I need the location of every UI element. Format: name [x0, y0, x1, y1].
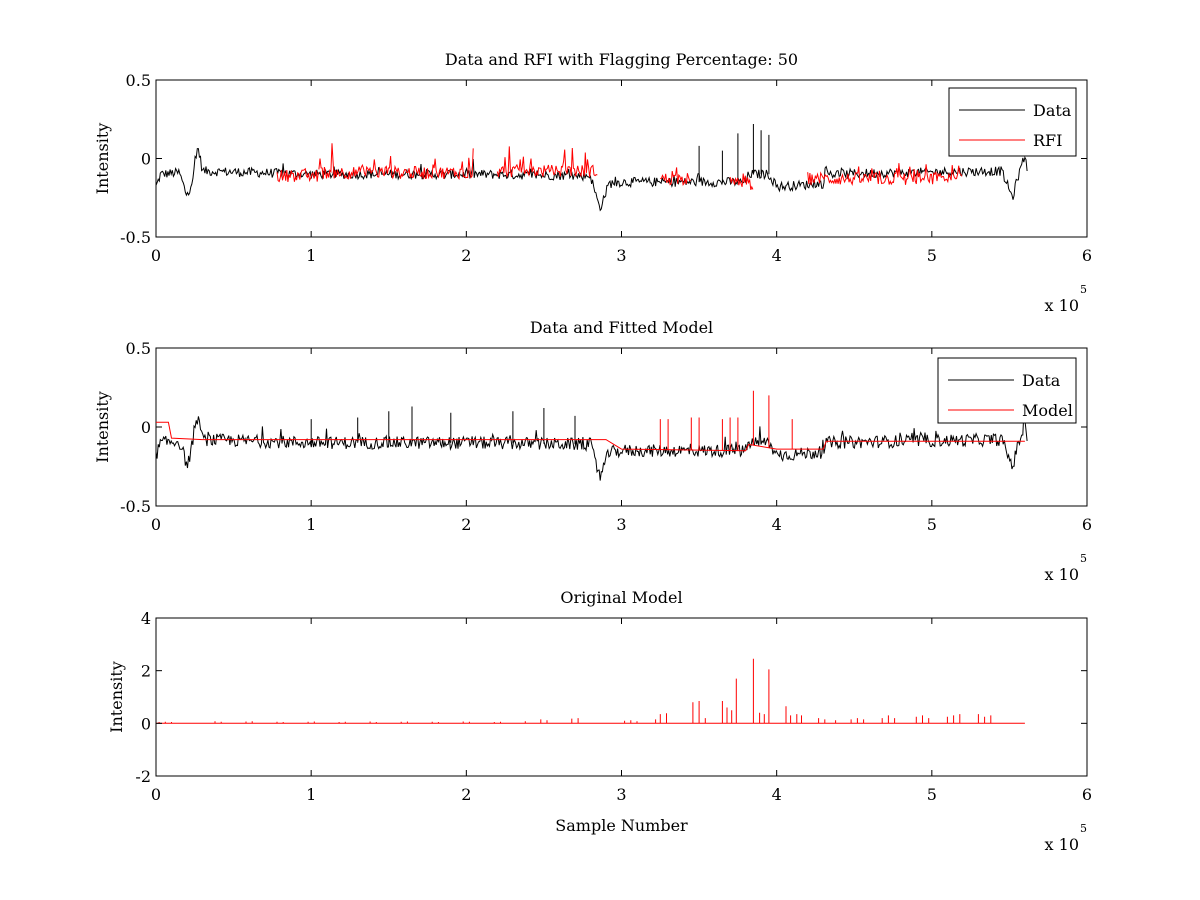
panel-3-ytick-label: 0 [141, 714, 151, 733]
panel-3-xtick-label: 1 [306, 785, 316, 804]
panel-3-x-multiplier: x 10 [1045, 835, 1079, 854]
panel-1-xtick-label: 3 [616, 246, 626, 265]
panel-3-x-multiplier-exponent: 5 [1080, 822, 1087, 835]
panel-1-xtick-label: 4 [772, 246, 782, 265]
panel-1-legend-box [948, 87, 1077, 157]
panel-3-ytick-label: 4 [141, 609, 151, 628]
panel-1-title: Data and RFI with Flagging Percentage: 5… [445, 50, 798, 69]
panel-2-series-model-line [156, 390, 1025, 452]
panel-3-xtick-label: 2 [461, 785, 471, 804]
panel-3: Original Model Intensity Sample Number x… [107, 588, 1092, 854]
panel-1-ytick-label: -0.5 [120, 228, 151, 247]
panel-1-axes-box [155, 79, 1088, 238]
panel-1-ytick-label: 0 [141, 150, 151, 169]
panel-2-legend-label: Data [1022, 371, 1061, 390]
panel-3-xtick-label: 4 [772, 785, 782, 804]
panel-1-ytick-label: 0.5 [126, 71, 151, 90]
panel-2: Data and Fitted Model Intensity x 10 5 0… [93, 318, 1092, 584]
panel-3-xtick-label: 6 [1082, 785, 1092, 804]
panel-2-x-multiplier-exponent: 5 [1080, 552, 1087, 565]
panel-2-xtick-label: 0 [151, 515, 161, 534]
panel-2-xtick-label: 5 [927, 515, 937, 534]
panel-3-xtick-label: 3 [616, 785, 626, 804]
panel-3-xtick-label: 0 [151, 785, 161, 804]
panel-1-xtick-label: 5 [927, 246, 937, 265]
panel-3-ytick-label: 2 [141, 662, 151, 681]
panel-2-legend: Data Model [937, 357, 1077, 424]
panel-1-legend-label: Data [1033, 101, 1072, 120]
panel-2-x-multiplier: x 10 [1045, 565, 1079, 584]
panel-3-xlabel: Sample Number [555, 816, 688, 835]
panel-2-ytick-label: 0 [141, 418, 151, 437]
panel-2-xtick-label: 1 [306, 515, 316, 534]
panel-2-series-group [156, 390, 1028, 481]
panel-1-series-group [156, 124, 1028, 212]
panel-2-title: Data and Fitted Model [530, 318, 713, 337]
panel-1-legend: Data RFI [948, 87, 1077, 157]
panel-1-xtick-label: 0 [151, 246, 161, 265]
panel-2-xtick-label: 4 [772, 515, 782, 534]
panel-3-series-group [156, 658, 1025, 724]
panel-2-ytick-label: 0.5 [126, 339, 151, 358]
panel-2-ytick-label: -0.5 [120, 497, 151, 516]
panel-2-legend-box [937, 357, 1077, 424]
panel-3-xtick-label: 5 [927, 785, 937, 804]
panel-3-ylabel: Intensity [107, 661, 126, 733]
panel-1-ylabel: Intensity [93, 123, 112, 195]
panel-1-xtick-label: 1 [306, 246, 316, 265]
panel-1: Data and RFI with Flagging Percentage: 5… [93, 50, 1092, 315]
panel-1-x-multiplier: x 10 [1045, 296, 1079, 315]
panel-2-series-data-line [156, 406, 1028, 481]
panel-2-ylabel: Intensity [93, 391, 112, 463]
panel-2-xtick-label: 6 [1082, 515, 1092, 534]
panel-1-legend-label: RFI [1033, 131, 1062, 150]
panel-3-title: Original Model [560, 588, 682, 607]
panel-3-ytick-label: -2 [135, 767, 151, 786]
panel-1-xtick-label: 2 [461, 246, 471, 265]
panel-2-legend-label: Model [1022, 401, 1073, 420]
panel-2-xtick-label: 2 [461, 515, 471, 534]
panel-3-axes-box [155, 617, 1088, 777]
panel-1-xtick-label: 6 [1082, 246, 1092, 265]
panel-3-series-model-line [156, 658, 1025, 724]
panel-1-series-data-line [156, 124, 1028, 212]
panel-1-series-rfi-line [276, 143, 963, 190]
panel-1-x-multiplier-exponent: 5 [1080, 283, 1087, 296]
panel-2-xtick-label: 3 [616, 515, 626, 534]
